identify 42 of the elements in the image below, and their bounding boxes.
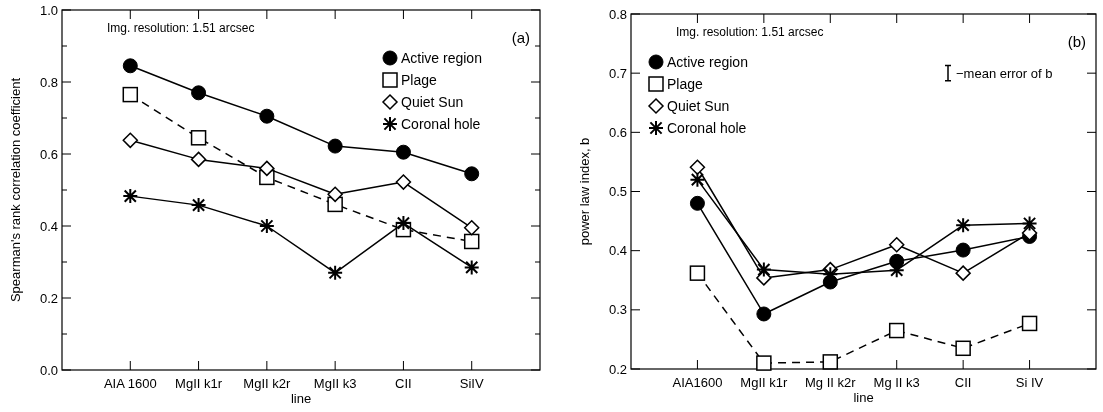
legend-label: Active region [667,53,748,70]
x-tick-label: MgII k2r [243,376,291,391]
x-tick-label: Mg II k3 [873,375,920,390]
y-tick-label: 0.6 [608,124,627,140]
y-tick-label: 0.8 [608,6,627,22]
x-tick-label: CII [395,376,412,391]
y-tick-label: 0.3 [608,302,627,318]
annotation: (a) [511,29,530,46]
y-tick-label: 1.0 [39,2,58,18]
y-tick-label: 0.8 [39,74,58,90]
x-tick-label: MgII k1r [740,375,788,390]
y-tick-label: 0.0 [39,362,58,378]
x-tick-label: SiIV [459,376,484,391]
y-tick-label: 0.7 [608,65,627,81]
x-tick-label: Mg II k2r [805,375,857,390]
annotation: Img. resolution: 1.51 arcsec [676,25,824,39]
y-tick-label: 0.5 [608,184,627,200]
x-tick-label: MgII k1r [175,376,223,391]
y-tick-label: 0.4 [39,218,58,234]
x-tick-label: AIA1600 [672,375,723,390]
x-tick-label: AIA 1600 [103,376,157,391]
legend-label: Active region [401,49,482,66]
y-axis-title: power law index, b [577,137,592,246]
y-tick-label: 0.2 [39,290,58,306]
legend-label: Plage [401,71,438,88]
legend-label: Quiet Sun [667,97,730,114]
legend-label: Coronal hole [667,119,747,136]
annotation: Img. resolution: 1.51 arcsec [107,21,255,35]
legend-label: Quiet Sun [401,93,464,110]
y-tick-label: 0.6 [39,146,58,162]
annotation: (b) [1067,33,1086,50]
annotation: −mean error of b [956,65,1053,81]
legend-label: Coronal hole [401,115,481,132]
legend-label: Plage [667,75,704,92]
x-tick-label: MgII k3 [313,376,357,391]
x-axis-title: line [853,390,874,405]
x-tick-label: CII [954,375,972,390]
x-axis-title: line [290,391,312,406]
x-tick-label: Si IV [1015,375,1044,390]
y-tick-label: 0.2 [608,361,627,377]
y-axis-title: Spearman's rank correlation coefficient [8,77,23,303]
y-tick-label: 0.4 [608,243,627,259]
